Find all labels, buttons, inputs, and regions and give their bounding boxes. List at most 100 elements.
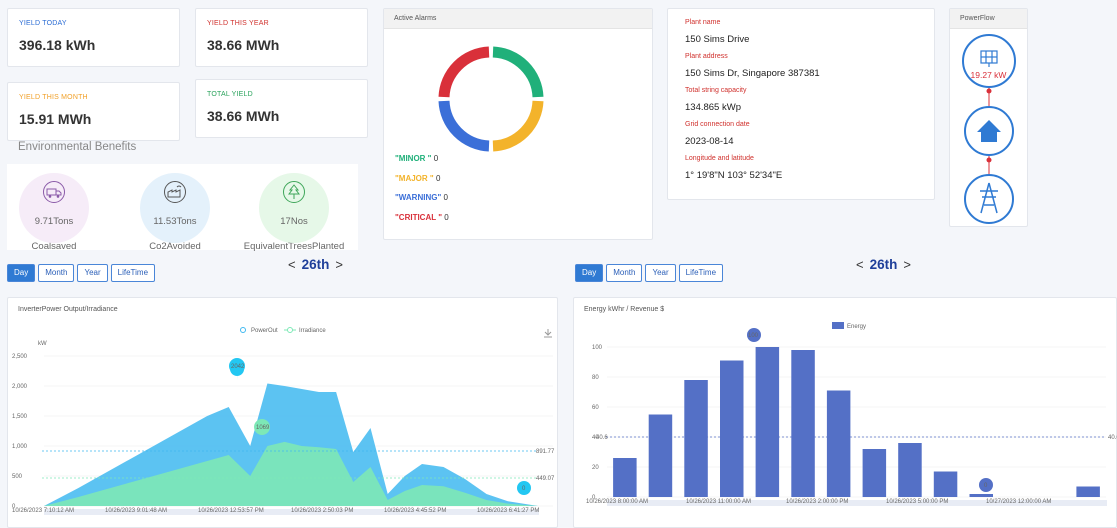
energy-bar (898, 443, 922, 497)
energy-bar (791, 350, 815, 497)
right-date-nav: < 26th > (856, 257, 911, 272)
grid-date: 2023-08-14 (685, 136, 734, 147)
chart-title: InverterPower Output/Irradiance (18, 306, 118, 313)
energy-bar (720, 360, 744, 497)
chart-legend: PowerOut Irradiance (240, 327, 326, 334)
alarm-major: "MAJOR " 0 (395, 174, 440, 183)
x-tick-label: 10/26/2023 2:00:00 PM (786, 499, 848, 505)
x-tick-label: 10/26/2023 5:00:00 PM (886, 499, 948, 505)
plant-capacity-label: Total string capacity (685, 87, 747, 94)
plant-name: 150 Sims Drive (685, 34, 750, 45)
kpi-value: 15.91 MWh (19, 111, 92, 127)
energy-bar (862, 449, 887, 497)
tab-lifetime[interactable]: LifeTime (110, 264, 156, 282)
home-icon (977, 120, 1001, 142)
energy-chart-panel: Energy kWhr / Revenue $ Energy 100 80 60 40… (573, 297, 1117, 528)
truck-icon (43, 181, 65, 203)
env-label: Co2Avoided (149, 241, 201, 252)
y-tick-label: 1,500 (12, 414, 28, 420)
env-item-coal: 9.71Tons Coalsaved (0, 173, 109, 252)
download-icon (544, 329, 552, 338)
avg-left-label: 40.6 (596, 435, 608, 441)
kpi-yield-this-year: YIELD THIS YEAR 38.66 MWh (195, 8, 368, 67)
alarm-count: 0 (433, 154, 439, 163)
active-alarms-panel: Active Alarms "MINOR " 0 "MAJOR " 0 "WAR… (383, 8, 653, 240)
alarm-warning: "WARNING" 0 (395, 193, 448, 202)
peak-power-label: 2042 (231, 364, 245, 370)
energy-bar (648, 414, 673, 497)
energy-chart: Energy 100 80 60 40 20 0 40.6 40.6 100 0 10/2… (586, 322, 1117, 506)
legend-energy: Energy (847, 324, 866, 330)
energy-bar (613, 458, 637, 497)
x-tick-label: 10/26/2023 9:01:48 AM (105, 508, 167, 514)
inverter-chart: PowerOut Irradiance kW 2,500 2,000 1,500 1,… (12, 327, 555, 515)
prev-date-button[interactable]: < (856, 257, 864, 272)
panel-header: PowerFlow (950, 9, 1027, 29)
y-tick-label: 2,500 (12, 354, 28, 360)
irradiance-area (44, 441, 538, 506)
tab-lifetime[interactable]: LifeTime (678, 264, 724, 282)
plant-capacity: 134.865 kWp (685, 102, 741, 113)
y-tick-label: 40 (592, 435, 599, 441)
env-value: 17Nos (280, 216, 308, 227)
powerflow-diagram (962, 34, 1016, 224)
env-label: Coalsaved (31, 241, 77, 252)
max-marker-label: 100 (748, 333, 759, 339)
plant-name-label: Plant name (685, 19, 721, 26)
next-date-button[interactable]: > (335, 257, 343, 272)
env-value: 9.71Tons (34, 216, 74, 227)
current-date: 26th (301, 257, 330, 272)
next-date-button[interactable]: > (903, 257, 911, 272)
end-marker: 0 (517, 481, 531, 495)
coords: 1° 19'8"N 103° 52'34"E (685, 170, 783, 181)
tab-day[interactable]: Day (575, 264, 604, 282)
x-tick-label: 10/26/2023 7:10:12 AM (12, 508, 74, 514)
panel-header: Active Alarms (384, 9, 652, 29)
alarm-critical: "CRITICAL " 0 (395, 213, 449, 222)
plant-address-label: Plant address (685, 53, 728, 60)
kpi-yield-today: YIELD TODAY 396.18 kWh (7, 8, 180, 67)
y-tick-label: 2,000 (12, 384, 28, 390)
alarm-count: 0 (443, 193, 448, 202)
kpi-label: TOTAL YIELD (207, 91, 253, 98)
alarm-minor: "MINOR " 0 (395, 154, 438, 163)
chart-title: Energy kWhr / Revenue $ (584, 306, 665, 313)
zoom-slider[interactable] (607, 500, 1107, 506)
y-tick-label: 100 (592, 345, 603, 351)
x-tick-label: 10/26/2023 8:00:00 AM (586, 499, 648, 505)
y-tick-label: 0 (12, 504, 16, 510)
coords-label: Longitude and latitude (685, 155, 754, 162)
y-unit: kW (38, 341, 47, 347)
energy-bar (969, 494, 993, 497)
env-item-co2: 11.53Tons Co2Avoided (120, 173, 230, 252)
y-tick-label: 20 (592, 465, 599, 471)
tab-day[interactable]: Day (7, 264, 36, 282)
y-tick-label: 60 (592, 405, 599, 411)
alarm-label: "MAJOR " (395, 174, 434, 183)
tab-month[interactable]: Month (606, 264, 643, 282)
solar-panel-icon (980, 50, 998, 67)
tab-year[interactable]: Year (645, 264, 676, 282)
powerflow-panel: PowerFlow 19.27 kW (949, 8, 1028, 227)
kpi-label: YIELD THIS YEAR (207, 20, 269, 27)
energy-bar (826, 390, 851, 497)
zoom-slider[interactable] (44, 509, 539, 515)
prev-date-button[interactable]: < (288, 257, 296, 272)
avg-label: 40.6 (1108, 435, 1117, 441)
plant-address: 150 Sims Dr, Singapore 387381 (685, 68, 820, 79)
y-tick-label: 80 (592, 375, 599, 381)
x-tick-label: 10/26/2023 12:53:57 PM (198, 508, 264, 514)
peak-irr-marker: 1069 (254, 419, 270, 435)
x-tick-label: 10/26/2023 4:45:52 PM (384, 508, 446, 514)
y-tick-label: 1,000 (12, 444, 28, 450)
tree-icon (283, 181, 305, 203)
kpi-total-yield: TOTAL YIELD 38.66 MWh (195, 79, 368, 138)
env-value: 11.53Tons (153, 216, 197, 227)
environmental-title: Environmental Benefits (18, 141, 137, 153)
tab-year[interactable]: Year (77, 264, 108, 282)
peak-irr-label: 1069 (256, 425, 270, 431)
tab-month[interactable]: Month (38, 264, 75, 282)
left-period-tabs: Day Month Year LifeTime (7, 264, 156, 282)
env-item-trees: 17Nos EquivalentTreesPlanted (239, 173, 349, 252)
kpi-value: 396.18 kWh (19, 37, 96, 53)
